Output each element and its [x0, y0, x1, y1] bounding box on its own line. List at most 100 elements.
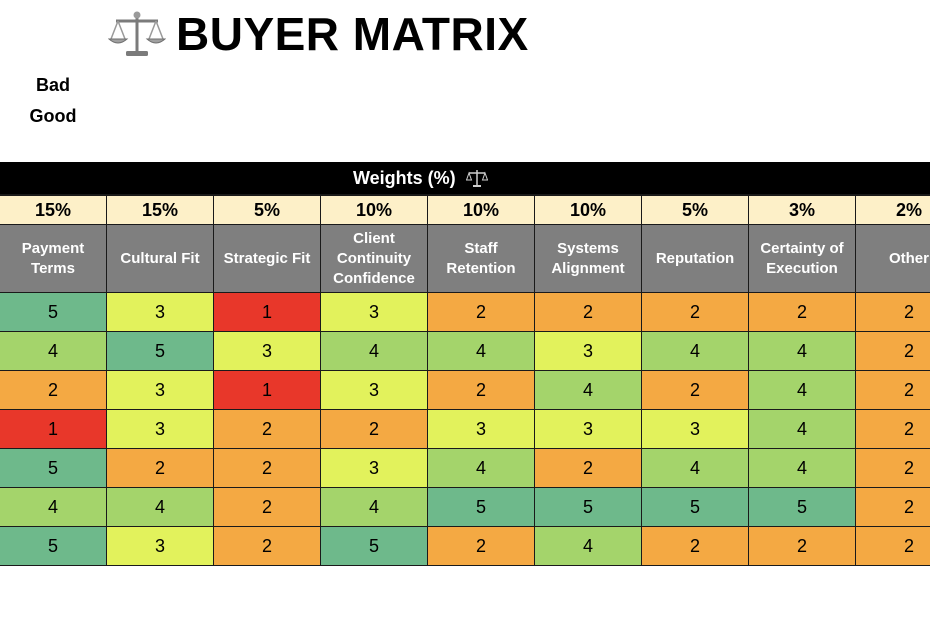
score-cell[interactable]: 4	[428, 332, 535, 371]
score-cell[interactable]: 2	[749, 293, 856, 332]
score-cell[interactable]: 2	[856, 410, 930, 449]
criteria-header-cell[interactable]: Other	[856, 225, 930, 293]
score-cell[interactable]: 3	[214, 332, 321, 371]
score-cell[interactable]: 5	[749, 488, 856, 527]
scales-icon	[108, 9, 166, 59]
score-cell[interactable]: 4	[321, 332, 428, 371]
score-cell[interactable]: 4	[321, 488, 428, 527]
weights-header: Weights (%)	[0, 162, 930, 194]
score-cell[interactable]: 1	[0, 410, 107, 449]
weight-cell[interactable]: 5%	[642, 194, 749, 225]
score-cell[interactable]: 1	[214, 293, 321, 332]
criteria-header-cell[interactable]: Systems Alignment	[535, 225, 642, 293]
buyer-matrix-table: Weights (%) 15% 15% 5% 10% 10% 10% 5% 3% 2% Paym…	[0, 162, 930, 566]
score-cell[interactable]: 4	[428, 449, 535, 488]
score-cell[interactable]: 5	[642, 488, 749, 527]
score-cell[interactable]: 2	[535, 449, 642, 488]
score-cell[interactable]: 2	[749, 527, 856, 566]
weights-header-label: Weights (%)	[353, 167, 456, 188]
weight-cell[interactable]: 2%	[856, 194, 930, 225]
legend-bad-label: Bad	[35, 75, 70, 95]
criteria-header-row: Payment Terms Cultural Fit Strategic Fit Cl…	[0, 225, 930, 293]
score-cell[interactable]: 2	[0, 371, 107, 410]
score-cell[interactable]: 4	[749, 449, 856, 488]
criteria-header-cell[interactable]: Strategic Fit	[214, 225, 321, 293]
score-cell[interactable]: 2	[428, 527, 535, 566]
weight-cell[interactable]: 10%	[321, 194, 428, 225]
score-cell[interactable]: 4	[0, 488, 107, 527]
score-cell[interactable]: 3	[107, 527, 214, 566]
score-cell[interactable]: 4	[749, 332, 856, 371]
score-cell[interactable]: 2	[535, 293, 642, 332]
score-cell[interactable]: 3	[535, 410, 642, 449]
score-cell[interactable]: 2	[642, 527, 749, 566]
score-cell[interactable]: 2	[321, 410, 428, 449]
score-cell[interactable]: 3	[321, 293, 428, 332]
score-cell[interactable]: 2	[856, 293, 930, 332]
score-cell[interactable]: 2	[856, 449, 930, 488]
weight-cell[interactable]: 3%	[749, 194, 856, 225]
score-cell[interactable]: 3	[428, 410, 535, 449]
score-cell[interactable]: 5	[0, 449, 107, 488]
score-cell[interactable]: 3	[321, 449, 428, 488]
page-title: BUYER MATRIX	[176, 8, 529, 60]
score-cell[interactable]: 5	[0, 293, 107, 332]
score-cell[interactable]: 4	[749, 371, 856, 410]
criteria-header-cell[interactable]: Cultural Fit	[107, 225, 214, 293]
score-cell[interactable]: 2	[856, 371, 930, 410]
criteria-header-cell[interactable]: Reputation	[642, 225, 749, 293]
criteria-header-cell[interactable]: Client Continuity Confidence	[321, 225, 428, 293]
score-cell[interactable]: 2	[428, 293, 535, 332]
score-cell[interactable]: 2	[214, 488, 321, 527]
weight-cell[interactable]: 5%	[214, 194, 321, 225]
scales-icon	[465, 168, 488, 188]
score-cell[interactable]: 2	[856, 488, 930, 527]
score-cell[interactable]: 2	[428, 371, 535, 410]
score-cell[interactable]: 4	[642, 449, 749, 488]
score-cell[interactable]: 2	[856, 332, 930, 371]
criteria-header-cell[interactable]: Staff Retention	[428, 225, 535, 293]
score-cell[interactable]: 2	[642, 371, 749, 410]
score-cell[interactable]: 4	[642, 332, 749, 371]
criteria-header-cell[interactable]: Certainty of Execution	[749, 225, 856, 293]
score-cell[interactable]: 3	[107, 293, 214, 332]
score-cell[interactable]: 4	[0, 332, 107, 371]
score-cell[interactable]: 5	[535, 488, 642, 527]
score-cell[interactable]: 3	[321, 371, 428, 410]
score-cell[interactable]: 3	[107, 371, 214, 410]
weight-cell[interactable]: 10%	[428, 194, 535, 225]
weights-row: 15% 15% 5% 10% 10% 10% 5% 3% 2%	[0, 194, 930, 225]
score-cell[interactable]: 2	[856, 527, 930, 566]
score-cell[interactable]: 5	[321, 527, 428, 566]
weight-cell[interactable]: 10%	[535, 194, 642, 225]
weight-cell[interactable]: 15%	[107, 194, 214, 225]
score-cell[interactable]: 5	[428, 488, 535, 527]
score-cell[interactable]: 5	[0, 527, 107, 566]
score-cell[interactable]: 1	[214, 371, 321, 410]
score-cell[interactable]: 2	[214, 410, 321, 449]
score-cell[interactable]: 2	[642, 293, 749, 332]
score-cell[interactable]: 3	[535, 332, 642, 371]
weight-cell[interactable]: 15%	[0, 194, 107, 225]
score-cell[interactable]: 3	[107, 410, 214, 449]
score-cell[interactable]: 4	[535, 371, 642, 410]
score-cell[interactable]: 2	[214, 527, 321, 566]
legend-good-label: Good	[29, 106, 77, 126]
score-cell[interactable]: 2	[107, 449, 214, 488]
score-cell[interactable]: 5	[107, 332, 214, 371]
score-cell[interactable]: 2	[214, 449, 321, 488]
score-cell[interactable]: 4	[749, 410, 856, 449]
score-cell[interactable]: 3	[642, 410, 749, 449]
criteria-header-cell[interactable]: Payment Terms	[0, 225, 107, 293]
score-cell[interactable]: 4	[107, 488, 214, 527]
score-cell[interactable]: 4	[535, 527, 642, 566]
